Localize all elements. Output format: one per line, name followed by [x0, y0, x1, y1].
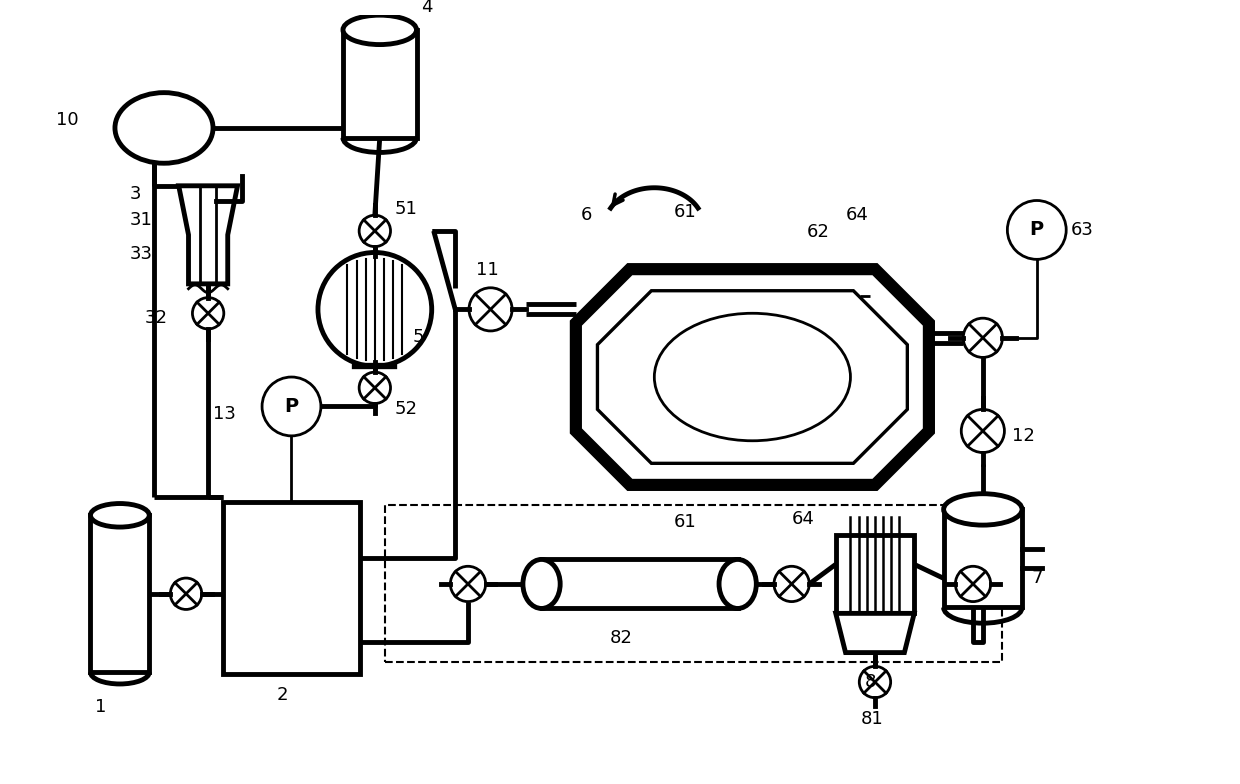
- Ellipse shape: [343, 15, 417, 45]
- Ellipse shape: [115, 93, 213, 163]
- Polygon shape: [179, 186, 238, 284]
- Ellipse shape: [91, 503, 149, 527]
- Circle shape: [360, 372, 391, 404]
- Text: 13: 13: [213, 405, 236, 423]
- Polygon shape: [836, 613, 914, 652]
- Text: 4: 4: [420, 0, 433, 16]
- Text: 3: 3: [130, 185, 141, 202]
- Polygon shape: [598, 291, 908, 463]
- Bar: [384, 506, 1002, 662]
- Bar: [91, 515, 149, 672]
- Bar: [836, 535, 914, 613]
- Circle shape: [961, 409, 1004, 452]
- Circle shape: [170, 578, 202, 609]
- Text: 51: 51: [394, 201, 418, 218]
- Text: 11: 11: [476, 261, 498, 279]
- Circle shape: [774, 566, 810, 601]
- Text: 52: 52: [394, 401, 418, 419]
- Ellipse shape: [944, 494, 1022, 525]
- Text: 2: 2: [277, 686, 288, 704]
- Text: 8: 8: [866, 673, 877, 691]
- Text: 64: 64: [791, 510, 815, 528]
- Text: 1: 1: [95, 698, 107, 716]
- Text: 7: 7: [1032, 569, 1043, 587]
- Text: 61: 61: [673, 203, 697, 221]
- Circle shape: [262, 377, 321, 436]
- Text: 64: 64: [846, 206, 868, 224]
- Text: 10: 10: [56, 111, 79, 129]
- Circle shape: [192, 298, 223, 329]
- Text: 63: 63: [1071, 221, 1094, 239]
- Circle shape: [963, 318, 1002, 358]
- Text: 6: 6: [580, 206, 593, 224]
- Circle shape: [955, 566, 991, 601]
- Circle shape: [1007, 201, 1066, 260]
- Text: 32: 32: [144, 309, 167, 327]
- Text: 31: 31: [130, 211, 153, 229]
- Text: 5: 5: [412, 328, 424, 346]
- Text: 12: 12: [1012, 426, 1035, 445]
- Circle shape: [859, 666, 890, 698]
- Bar: [944, 510, 1022, 608]
- Text: 82: 82: [610, 629, 634, 647]
- Ellipse shape: [523, 560, 560, 608]
- Bar: [223, 502, 360, 673]
- Ellipse shape: [655, 314, 851, 441]
- Text: P: P: [284, 397, 299, 416]
- Bar: [343, 30, 417, 138]
- Text: 81: 81: [861, 710, 883, 728]
- Polygon shape: [575, 269, 929, 485]
- Text: 33: 33: [130, 245, 153, 263]
- Circle shape: [360, 216, 391, 247]
- Bar: [542, 560, 738, 608]
- Circle shape: [450, 566, 486, 601]
- Text: P: P: [1029, 220, 1044, 239]
- Circle shape: [469, 288, 512, 331]
- Text: 61: 61: [673, 514, 697, 532]
- Text: 62: 62: [806, 223, 830, 241]
- Circle shape: [317, 252, 432, 366]
- Ellipse shape: [719, 560, 756, 608]
